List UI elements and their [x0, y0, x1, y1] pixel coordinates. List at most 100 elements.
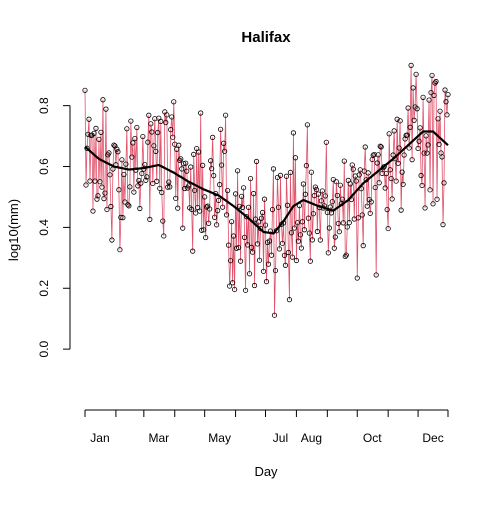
- observation-point: [171, 99, 177, 105]
- observation-point: [356, 172, 362, 178]
- observation-point: [179, 166, 185, 172]
- observation-point: [120, 215, 126, 221]
- observation-point: [283, 173, 290, 179]
- x-tick-label: Dec: [422, 431, 443, 445]
- observation-point: [169, 114, 175, 120]
- observation-point: [331, 245, 337, 251]
- observation-point: [377, 143, 383, 149]
- observation-point: [394, 116, 400, 122]
- observation-point: [153, 148, 159, 154]
- observation-point: [226, 242, 232, 248]
- observation-point: [248, 244, 255, 250]
- observation-point: [150, 180, 156, 187]
- x-axis-label: Day: [254, 464, 278, 479]
- observation-point: [239, 204, 246, 210]
- observation-point: [312, 184, 318, 190]
- observation-point: [286, 297, 293, 303]
- observation-point: [298, 245, 304, 251]
- observation-point: [163, 119, 169, 126]
- observation-point: [234, 168, 241, 174]
- observation-point: [222, 148, 228, 154]
- observation-point: [297, 232, 304, 238]
- observation-point: [426, 97, 432, 103]
- observation-point: [247, 175, 254, 182]
- observation-point: [121, 171, 127, 178]
- observation-point: [288, 230, 295, 236]
- observation-point: [98, 129, 104, 135]
- observation-point: [227, 283, 233, 289]
- observation-point: [106, 150, 112, 156]
- observation-point: [214, 222, 220, 228]
- observation-point: [164, 112, 170, 118]
- observation-point: [395, 160, 401, 166]
- y-axis: 0.0 0.2 0.4 0.6 0.8: [37, 97, 71, 357]
- observation-point: [282, 262, 289, 268]
- observation-point: [436, 141, 442, 147]
- observation-point: [250, 191, 257, 197]
- observation-point: [200, 162, 206, 168]
- observation-point: [114, 146, 120, 152]
- x-tick-label: Aug: [301, 431, 322, 445]
- observation-point: [95, 193, 101, 199]
- observation-point: [131, 189, 137, 195]
- x-tick-label: May: [208, 431, 231, 445]
- observation-point: [323, 139, 329, 145]
- observation-point: [268, 252, 275, 258]
- observation-point: [427, 187, 433, 193]
- observation-point: [379, 170, 385, 176]
- observation-point: [182, 185, 188, 192]
- observation-point: [229, 219, 235, 225]
- observation-point: [414, 106, 420, 112]
- x-tick-label: Jan: [90, 431, 109, 445]
- observation-point: [387, 167, 393, 173]
- observation-point: [91, 130, 97, 136]
- observation-line: [84, 65, 449, 316]
- observation-point: [104, 206, 110, 213]
- observation-point: [224, 212, 230, 218]
- observation-point: [123, 161, 129, 167]
- observation-point: [175, 205, 181, 211]
- observation-point: [344, 224, 350, 230]
- observation-point: [197, 208, 203, 214]
- observation-point: [292, 155, 299, 161]
- observation-point: [237, 258, 244, 264]
- observation-point: [216, 197, 222, 203]
- observation-point: [103, 106, 109, 112]
- observation-point: [96, 136, 102, 142]
- observation-point: [416, 138, 422, 144]
- observation-point: [385, 225, 391, 232]
- observation-point: [307, 258, 313, 264]
- observation-point: [184, 168, 190, 174]
- observation-point: [263, 279, 270, 285]
- observation-point: [146, 112, 152, 118]
- smooth-line-layer: [84, 130, 449, 235]
- observation-point: [147, 216, 153, 222]
- observation-point: [125, 202, 131, 208]
- observation-point: [308, 169, 314, 175]
- x-tick-label: Jul: [273, 431, 288, 445]
- observation-point: [419, 182, 425, 189]
- observation-point: [245, 204, 252, 210]
- observation-point: [275, 204, 282, 210]
- observation-point: [217, 182, 223, 188]
- observation-point: [84, 145, 90, 151]
- observation-point: [244, 242, 251, 248]
- observation-point: [397, 118, 403, 124]
- smooth-line: [84, 130, 449, 235]
- observation-point: [299, 219, 305, 225]
- observation-point: [431, 92, 437, 99]
- observation-point: [127, 184, 133, 190]
- observation-point: [176, 142, 182, 148]
- observation-point: [87, 178, 93, 184]
- observation-point: [210, 134, 216, 140]
- observation-point: [410, 85, 416, 91]
- observation-point: [259, 209, 266, 216]
- observation-point: [291, 225, 298, 231]
- observation-point: [235, 244, 242, 251]
- observation-point: [374, 160, 380, 166]
- observation-point: [137, 205, 143, 212]
- observation-point: [236, 203, 243, 209]
- observation-point: [192, 187, 198, 194]
